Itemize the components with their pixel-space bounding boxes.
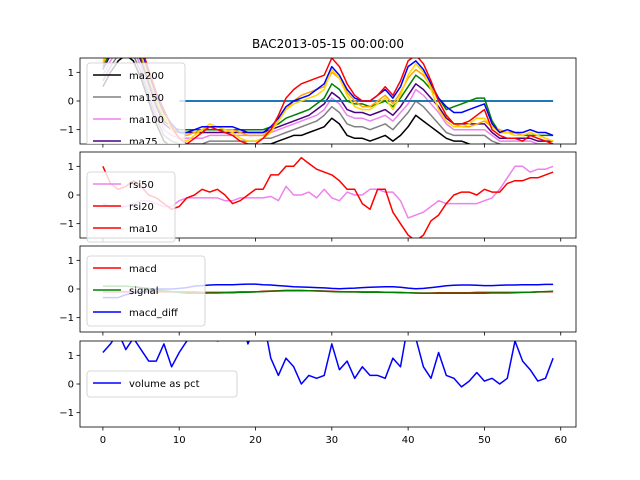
- legend-label-volume-as-pct: volume as pct: [129, 379, 200, 390]
- x-tick-label: 40: [402, 435, 415, 446]
- legend-label-rsi20: rsi20: [129, 202, 154, 213]
- y-tick-label: −1: [59, 408, 74, 419]
- y-tick-label: 0: [68, 97, 74, 108]
- y-tick-label: 0: [68, 285, 74, 296]
- series-line-rsi50: [102, 165, 554, 219]
- legend-label-macd_diff: macd_diff: [129, 308, 179, 319]
- y-tick-label: 1: [68, 256, 74, 267]
- legend-label-ma150: ma150: [129, 93, 164, 104]
- legend-box: [86, 171, 176, 243]
- series-line-ma200: [102, 58, 487, 144]
- series-line-volume as pct: [102, 341, 554, 388]
- y-tick-label: 0: [68, 380, 74, 391]
- x-tick-label: 20: [249, 435, 262, 446]
- subplot-panels: −101 ma200ma150ma100ma75−101rsi50rsi20ma1…: [59, 57, 577, 446]
- legend-label-ma10: ma10: [129, 224, 158, 235]
- x-tick-label: 10: [173, 435, 186, 446]
- y-tick-label: 0: [68, 191, 74, 202]
- legend-label-ma200: ma200: [129, 71, 164, 82]
- legend-label-rsi50: rsi50: [129, 180, 154, 191]
- plot-area: [102, 156, 554, 238]
- legend-label-ma100: ma100: [129, 115, 164, 126]
- subplot-rsi: −1 0 1 rsi50 rsi20 ma10: [59, 151, 577, 243]
- legend-label-macd: macd: [129, 264, 157, 275]
- y-tick-label: −1: [59, 125, 74, 136]
- legend: rsi50 rsi20 ma10: [86, 171, 176, 243]
- legend-box: [86, 255, 206, 327]
- plot-area: [102, 341, 554, 388]
- y-tick-label: 1: [68, 162, 74, 173]
- legend: macd signal macd_diff: [86, 255, 206, 327]
- series-line-rsi20: [102, 156, 554, 238]
- y-tick-label: 1: [68, 351, 74, 362]
- legend-label-signal: signal: [129, 286, 159, 297]
- x-tick-label: 60: [554, 435, 567, 446]
- subplot-macd: −1 0 1 macd signal macd_diff: [59, 245, 577, 336]
- legend: ma200 ma150 ma100 ma75: [86, 62, 186, 148]
- y-tick-label: −1: [59, 219, 74, 230]
- x-tick-label: 30: [325, 435, 338, 446]
- legend-box: [86, 62, 186, 144]
- x-tick-label: 50: [478, 435, 491, 446]
- legend-label-ma75: ma75: [129, 137, 158, 148]
- x-tick-label: 0: [100, 435, 106, 446]
- y-tick-label: 1: [68, 68, 74, 79]
- legend-box: [86, 370, 238, 398]
- legend: volume as pct: [86, 370, 238, 398]
- chart-title: BAC2013-05-15 00:00:00: [252, 37, 404, 51]
- y-tick-label: −1: [59, 313, 74, 324]
- subplot-moving-averages: −1 0 1 ma200 ma150 ma100 ma75: [59, 57, 577, 148]
